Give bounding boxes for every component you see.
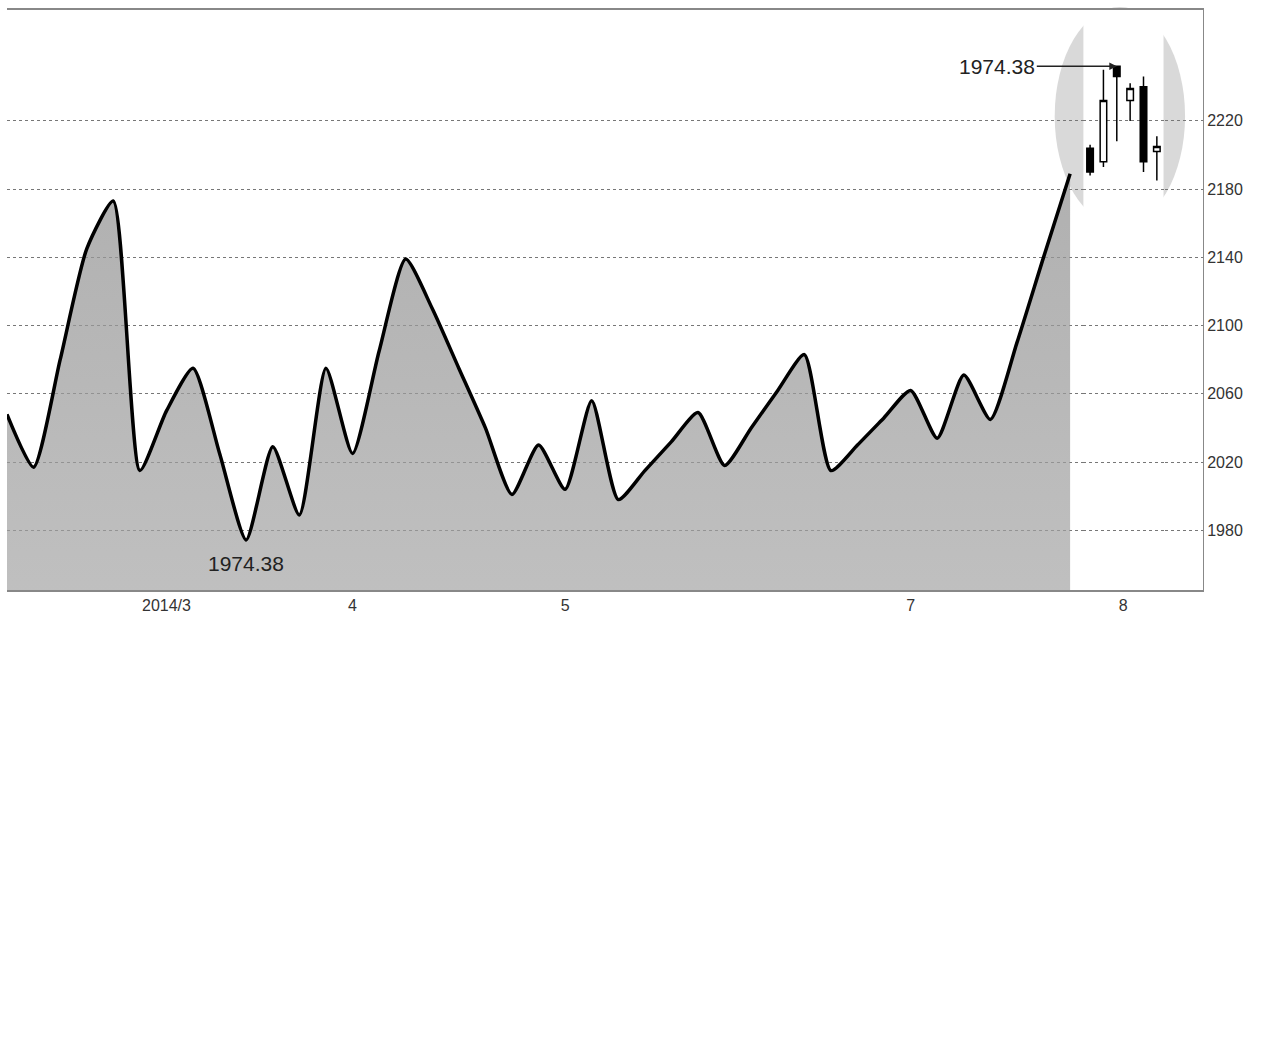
svg-text:8: 8 (1119, 597, 1128, 614)
svg-text:2100: 2100 (1207, 317, 1243, 334)
svg-text:4: 4 (348, 597, 357, 614)
svg-text:1974.38: 1974.38 (959, 55, 1035, 78)
svg-text:7: 7 (906, 597, 915, 614)
svg-text:2060: 2060 (1207, 385, 1243, 402)
svg-text:2014/3: 2014/3 (142, 597, 191, 614)
svg-text:1980: 1980 (1207, 522, 1243, 539)
svg-text:2180: 2180 (1207, 181, 1243, 198)
svg-text:2020: 2020 (1207, 454, 1243, 471)
svg-text:1974.38: 1974.38 (208, 552, 284, 575)
svg-text:2140: 2140 (1207, 249, 1243, 266)
svg-text:5: 5 (561, 597, 570, 614)
svg-text:2220: 2220 (1207, 112, 1243, 129)
